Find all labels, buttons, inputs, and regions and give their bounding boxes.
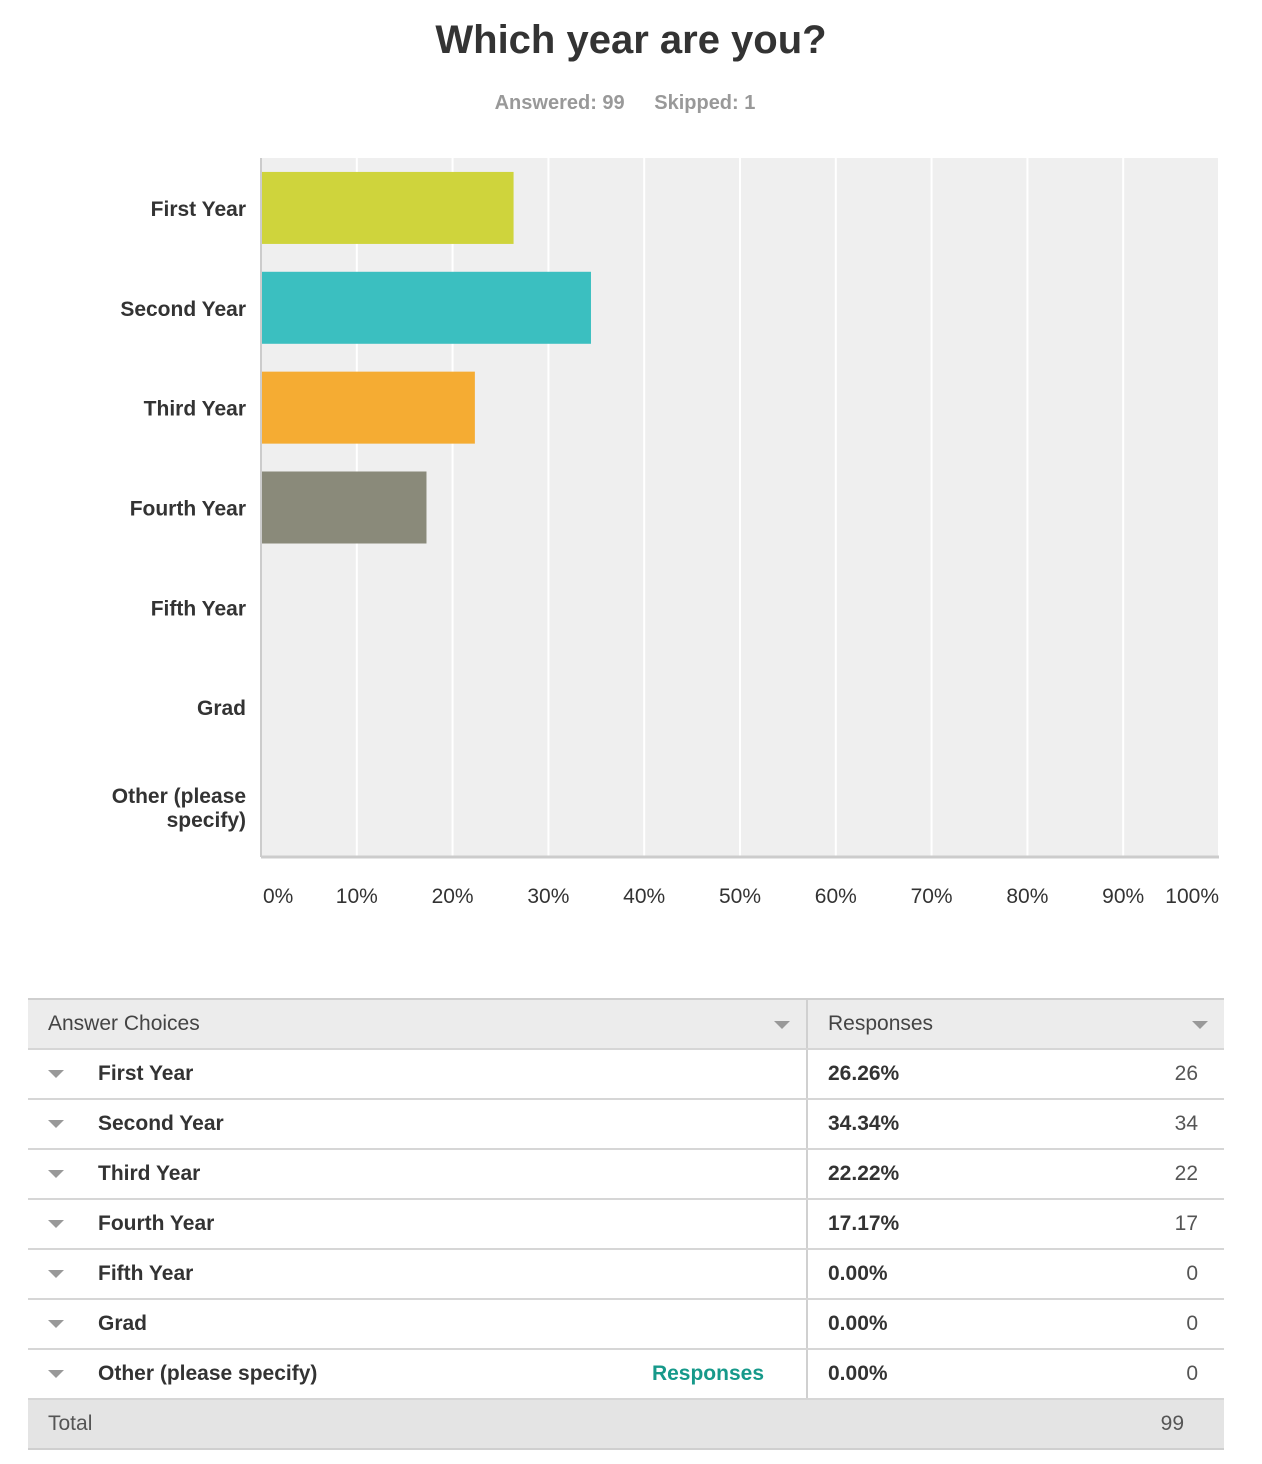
x-tick-label: 90% — [1102, 885, 1144, 908]
sort-responses-icon[interactable] — [1192, 1021, 1208, 1029]
category-label: Fourth Year — [130, 498, 246, 521]
response-count: 0 — [1186, 1362, 1198, 1385]
answer-choice-label: Other (please specify) — [98, 1362, 318, 1385]
other-responses-link[interactable]: Responses — [651, 1362, 764, 1385]
x-tick-label: 30% — [527, 885, 569, 908]
response-count: 34 — [1174, 1112, 1198, 1135]
answer-choice-label: Second Year — [98, 1112, 224, 1135]
expand-row-icon[interactable] — [48, 1320, 64, 1328]
total-value: 99 — [1160, 1412, 1184, 1435]
expand-row-icon[interactable] — [48, 1070, 64, 1078]
category-label: First Year — [151, 198, 246, 221]
x-tick-label: 50% — [719, 885, 761, 908]
answer-choices-header: Answer Choices — [48, 1012, 200, 1035]
category-label: Grad — [197, 697, 246, 720]
answered-count: Answered: 99 — [494, 92, 625, 114]
category-label: Third Year — [144, 398, 246, 421]
total-label: Total — [48, 1412, 93, 1435]
bar-chart: First Year Second Year Third Year Fourth Ye… — [112, 158, 1220, 908]
expand-row-icon[interactable] — [48, 1170, 64, 1178]
table-row: Fifth Year 0.00% 0 — [28, 1250, 1224, 1300]
response-percent: 0.00% — [828, 1362, 888, 1385]
table-body: First Year 26.26% 26 Second Year 34.34% … — [28, 1050, 1224, 1400]
answer-choice-label: Grad — [98, 1312, 148, 1335]
x-tick-label: 60% — [815, 885, 857, 908]
category-label: Fifth Year — [151, 597, 246, 620]
table-row: Other (please specify) Responses 0.00% 0 — [28, 1350, 1224, 1400]
expand-row-icon[interactable] — [48, 1120, 64, 1128]
bar-first-year — [262, 171, 514, 244]
expand-row-icon[interactable] — [48, 1370, 64, 1378]
response-percent: 0.00% — [828, 1312, 888, 1335]
skipped-count: Skipped: 1 — [654, 92, 756, 114]
response-count: 17 — [1174, 1212, 1198, 1235]
answer-choice-label: Fifth Year — [98, 1262, 194, 1285]
table-header-row: Answer Choices Responses — [28, 1000, 1224, 1050]
response-percent: 0.00% — [828, 1262, 888, 1285]
answer-choice-label: Third Year — [98, 1162, 201, 1185]
response-count: 26 — [1174, 1062, 1198, 1085]
x-tick-label: 100% — [1165, 885, 1219, 908]
bar-second-year — [262, 271, 591, 344]
response-percent: 34.34% — [828, 1112, 900, 1135]
answer-choice-label: Fourth Year — [98, 1212, 215, 1235]
x-tick-label: 40% — [623, 885, 665, 908]
sort-choices-icon[interactable] — [774, 1021, 790, 1029]
x-tick-label: 10% — [336, 885, 378, 908]
x-tick-label: 20% — [432, 885, 474, 908]
answer-choice-label: First Year — [98, 1062, 194, 1085]
response-percent: 17.17% — [828, 1212, 900, 1235]
bar-fourth-year — [262, 471, 427, 544]
bar-third-year — [262, 371, 475, 444]
chart-title: Which year are you? — [435, 18, 827, 62]
table-row: Fourth Year 17.17% 17 — [28, 1200, 1224, 1250]
responses-header: Responses — [828, 1012, 934, 1035]
table-row: Third Year 22.22% 22 — [28, 1150, 1224, 1200]
category-label: Second Year — [120, 298, 246, 321]
response-stats: Answered: 99 Skipped: 1 — [0, 92, 1250, 115]
response-percent: 26.26% — [828, 1062, 900, 1085]
table-row: First Year 26.26% 26 — [28, 1050, 1224, 1100]
answer-table: Answer Choices Responses First Year 26.2… — [28, 998, 1224, 1450]
x-tick-label: 70% — [911, 885, 953, 908]
response-percent: 22.22% — [828, 1162, 900, 1185]
table-row: Second Year 34.34% 34 — [28, 1100, 1224, 1150]
response-count: 0 — [1186, 1312, 1198, 1335]
response-count: 22 — [1174, 1162, 1198, 1185]
x-tick-label: 0% — [263, 885, 293, 908]
expand-row-icon[interactable] — [48, 1220, 64, 1228]
total-row: Total 99 — [28, 1400, 1224, 1450]
x-tick-label: 80% — [1006, 885, 1048, 908]
category-label: Other (please specify) — [112, 785, 246, 832]
response-count: 0 — [1186, 1262, 1198, 1285]
table-row: Grad 0.00% 0 — [28, 1300, 1224, 1350]
expand-row-icon[interactable] — [48, 1270, 64, 1278]
